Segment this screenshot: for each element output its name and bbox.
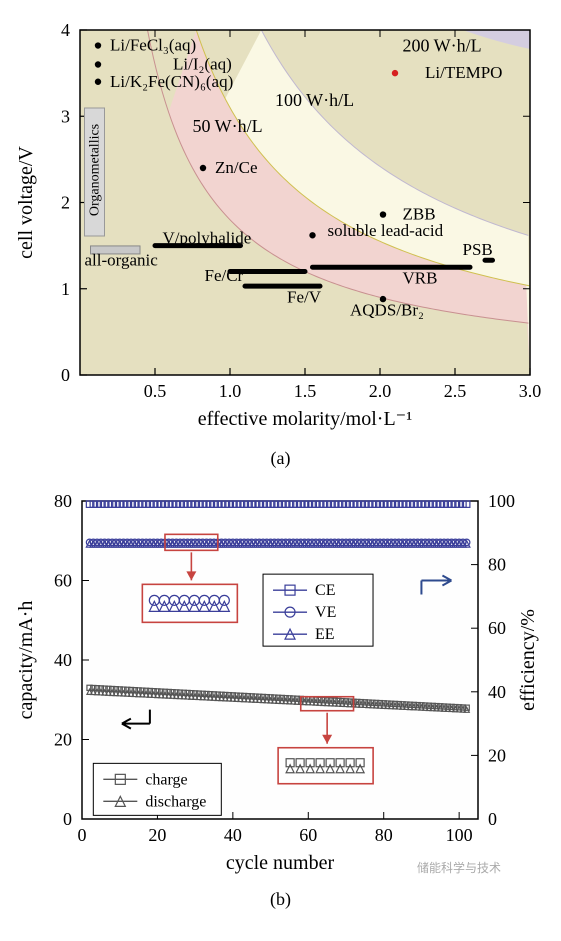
svg-text:all-organic: all-organic [85,250,159,269]
svg-text:VRB: VRB [403,268,438,287]
svg-text:80: 80 [488,555,506,575]
svg-text:2: 2 [61,193,70,213]
svg-text:PSB: PSB [463,240,493,259]
chart-a-container: 0.5 1.0 1.5 2.0 2.5 3.0 0 1 2 3 4 effective molarit… [10,10,551,440]
svg-text:100: 100 [446,825,473,845]
svg-text:cycle number: cycle number [226,852,335,874]
svg-text:40: 40 [54,650,72,670]
svg-text:Li/FeCl₃(aq): Li/FeCl₃(aq) [110,36,196,55]
svg-text:40: 40 [224,825,242,845]
svg-text:20: 20 [54,730,72,750]
watermark-text: 储能科学与技术 [417,859,501,876]
svg-text:3.0: 3.0 [519,381,542,401]
svg-text:effective molarity/mol·L⁻¹: effective molarity/mol·L⁻¹ [198,408,412,430]
chart-a-sublabel: (a) [10,448,551,469]
svg-text:60: 60 [488,618,506,638]
svg-text:1: 1 [61,279,70,299]
svg-text:60: 60 [299,825,317,845]
svg-text:Li/TEMPO: Li/TEMPO [425,63,502,82]
svg-text:0.5: 0.5 [144,381,167,401]
svg-text:charge: charge [145,771,187,788]
svg-text:AQDS/Br₂: AQDS/Br₂ [350,300,424,319]
svg-text:Li/I₂(aq): Li/I₂(aq) [173,55,232,74]
svg-text:80: 80 [375,825,393,845]
svg-text:Li/K₂Fe(CN)₆(aq): Li/K₂Fe(CN)₆(aq) [110,72,233,91]
svg-text:2.5: 2.5 [444,381,467,401]
svg-text:1.5: 1.5 [294,381,317,401]
svg-text:cell voltage/V: cell voltage/V [15,146,37,259]
svg-text:60: 60 [54,571,72,591]
svg-text:4: 4 [61,20,70,40]
chart-b-container: 0 20 40 60 80 100 0 20 40 60 80 0 20 40 60 80 100 cycle n… [10,481,551,881]
svg-text:40: 40 [488,682,506,702]
svg-text:CE: CE [315,582,335,599]
svg-text:2.0: 2.0 [369,381,392,401]
svg-text:100: 100 [488,491,515,511]
svg-text:EE: EE [315,626,335,643]
chart-b-sublabel: (b) [10,889,551,910]
svg-text:20: 20 [488,745,506,765]
svg-text:100 W·h/L: 100 W·h/L [275,90,354,110]
svg-text:20: 20 [148,825,166,845]
svg-text:V/polyhalide: V/polyhalide [163,229,252,248]
svg-text:Organometallics: Organometallics [88,124,103,216]
svg-text:capacity/mA·h: capacity/mA·h [15,601,37,720]
svg-text:50 W·h/L: 50 W·h/L [193,116,263,136]
svg-text:1.0: 1.0 [219,381,242,401]
svg-text:200 W·h/L: 200 W·h/L [403,36,482,56]
svg-text:0: 0 [61,365,70,385]
svg-text:0: 0 [488,809,497,829]
svg-text:0: 0 [78,825,87,845]
svg-text:0: 0 [63,809,72,829]
svg-text:efficiency/%: efficiency/% [517,609,539,711]
svg-text:Fe/V: Fe/V [287,287,322,306]
svg-text:Fe/Cr: Fe/Cr [205,266,244,285]
svg-text:VE: VE [315,604,336,621]
svg-text:Zn/Ce: Zn/Ce [215,158,258,177]
svg-text:80: 80 [54,491,72,511]
svg-text:soluble lead-acid: soluble lead-acid [328,221,444,240]
svg-text:discharge: discharge [145,793,206,810]
svg-text:3: 3 [61,106,70,126]
